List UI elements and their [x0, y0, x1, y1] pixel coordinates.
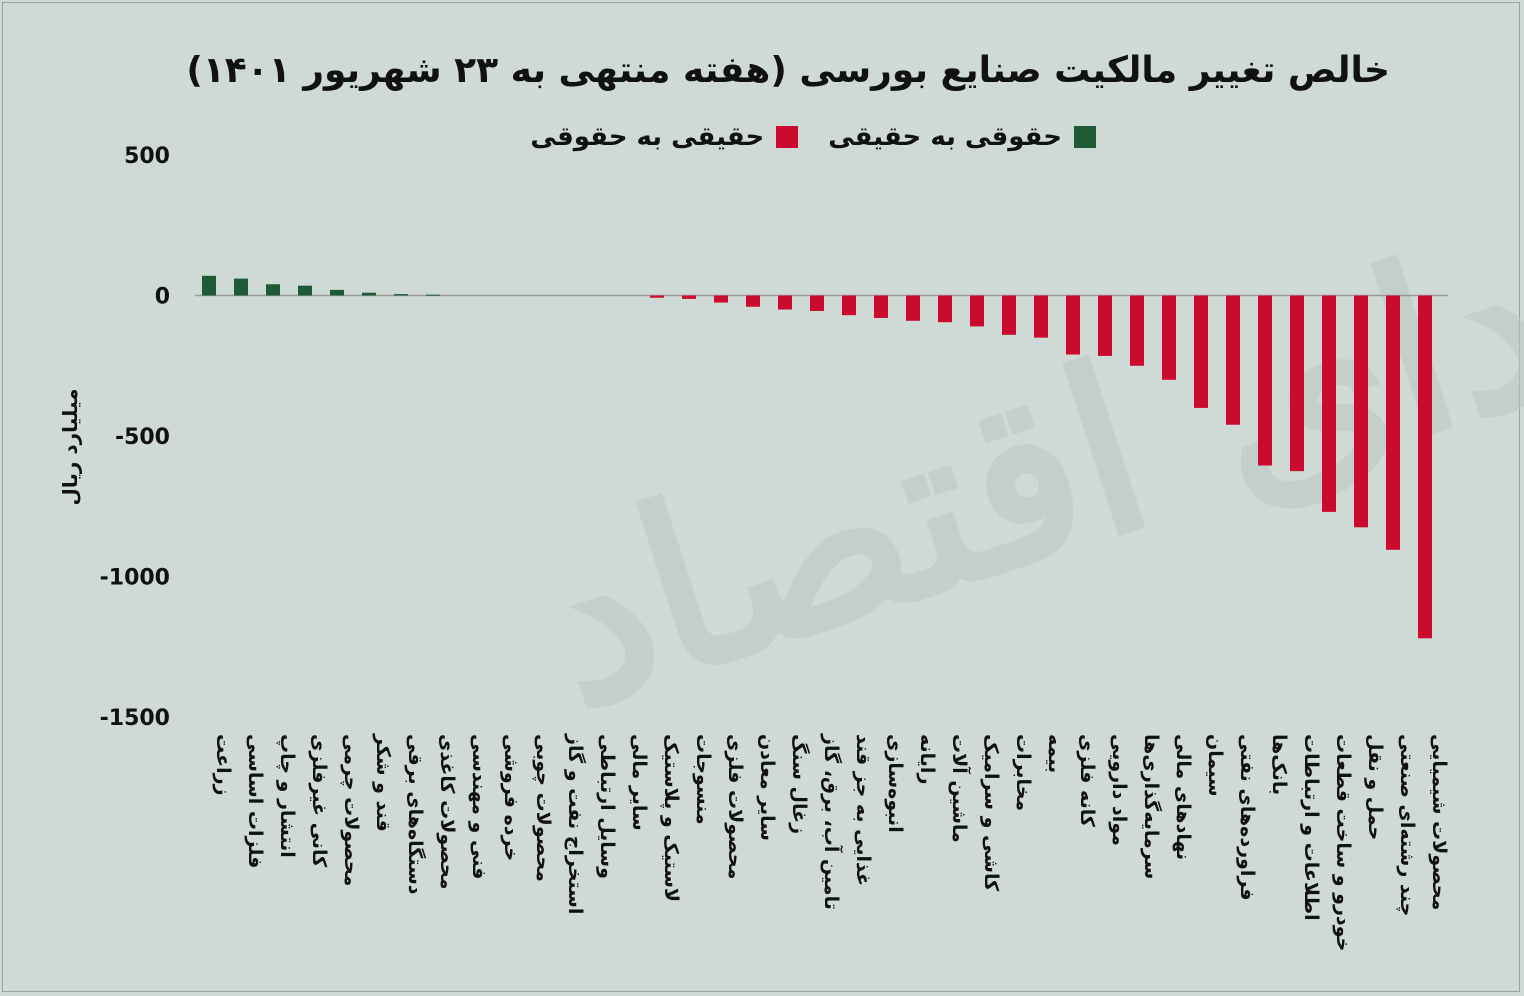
bar: [1194, 295, 1208, 408]
bar: [426, 294, 440, 296]
bar: [1162, 295, 1176, 380]
bar: [298, 285, 312, 296]
legend-item-legal-to-individual: حقوقی به حقیقی: [828, 122, 1096, 152]
bar: [1258, 295, 1272, 466]
x-category-label: انبوه‌سازی: [884, 734, 906, 833]
y-tick-label: 500: [124, 144, 170, 169]
x-category-label: بیمه: [1044, 734, 1066, 773]
x-category-label: محصولات چوبی: [532, 734, 554, 882]
bar: [1354, 295, 1368, 528]
y-tick-label: -1000: [100, 566, 170, 591]
legend-item-individual-to-legal: حقیقی به حقوقی: [530, 122, 799, 152]
x-category-label: زغال سنگ: [788, 734, 811, 834]
x-category-label: کانی غیرفلزی: [308, 734, 330, 868]
bar: [842, 295, 856, 316]
y-tick-label: -1500: [100, 706, 170, 731]
x-category-label: لاستیک و پلاستیک: [660, 734, 682, 902]
bar: [1002, 295, 1016, 335]
x-category-label: بانک‌ها: [1268, 734, 1290, 795]
bar: [906, 295, 920, 321]
bar: [1226, 295, 1240, 425]
x-category-label: استخراج نفت و گاز: [564, 733, 587, 914]
x-category-label: نهادهای مالی: [1172, 734, 1194, 860]
bar: [202, 275, 216, 296]
x-category-label: رایانه: [916, 734, 938, 784]
x-category-label: مواد دارویی: [1108, 734, 1130, 846]
bar: [266, 284, 280, 296]
bar: [970, 295, 984, 327]
y-tick-label: 0: [155, 285, 170, 310]
bar: [938, 295, 952, 323]
bar: [1418, 295, 1432, 639]
x-category-label: وسایل ارتباطی: [596, 734, 618, 879]
x-category-label: انتشار و چاپ: [276, 734, 298, 858]
x-category-label: فراورده‌های نفتی: [1236, 734, 1258, 901]
bar: [874, 295, 888, 318]
x-category-label: سیمان: [1204, 734, 1226, 797]
x-category-label: چند رشته‌ای صنعتی: [1396, 734, 1418, 916]
bar: [778, 295, 792, 310]
x-category-label: حمل و نقل: [1364, 734, 1386, 840]
bar: [234, 278, 248, 296]
y-tick-label: -500: [115, 425, 170, 450]
x-category-label: زراعت: [212, 734, 234, 795]
x-category-label: محصولات فلزی: [724, 734, 746, 879]
x-category-label: قند و شکر: [372, 733, 394, 832]
x-category-label: اطلاعات و ارتباطات: [1300, 734, 1322, 921]
bar: [714, 295, 728, 303]
x-category-label: کاشی و سرامیک: [980, 734, 1002, 892]
bar: [1066, 295, 1080, 355]
x-category-label: سرمایه‌گذاری‌ها: [1140, 734, 1163, 879]
legend-label-legal-to-individual: حقوقی به حقیقی: [828, 122, 1062, 152]
x-category-label: کانه فلزی: [1076, 734, 1098, 828]
bar: [1290, 295, 1304, 472]
x-category-label: محصولات کاغذی: [436, 734, 458, 890]
x-category-label: محصولات چرمی: [340, 734, 362, 886]
x-category-label: منسوجات: [692, 734, 714, 825]
x-category-label: فنی و مهندسی: [468, 734, 490, 879]
x-category-label: خرده فروشی: [500, 734, 522, 861]
bar: [1098, 295, 1112, 356]
x-category-label: دستگاه‌های برقی: [404, 734, 427, 895]
x-category-label: خودرو و ساخت قطعات: [1332, 734, 1354, 951]
bar: [362, 292, 376, 296]
bar: [746, 295, 760, 307]
x-category-label: سایر معادن: [756, 734, 778, 841]
x-category-label: غذایی به جز قند: [852, 734, 874, 886]
bar: [1322, 295, 1336, 512]
x-category-label: محصولات شیمیایی: [1428, 734, 1450, 910]
x-category-label: ماشین آلات: [948, 734, 972, 843]
bar: [650, 295, 664, 298]
bar: [682, 295, 696, 299]
chart-title: خالص تغییر مالکیت صنایع بورسی (هفته منته…: [186, 50, 1390, 91]
x-category-label: فلزات اساسی: [244, 734, 266, 868]
x-category-label: تامین آب، برق، گاز: [820, 733, 844, 910]
bar: [810, 295, 824, 311]
legend-swatch-green: [1074, 126, 1096, 148]
x-category-label: سایر مالی: [628, 734, 650, 831]
bar: [1130, 295, 1144, 366]
legend: حقوقی به حقیقی حقیقی به حقوقی: [500, 120, 1096, 154]
legend-label-individual-to-legal: حقیقی به حقوقی: [530, 122, 765, 152]
bar: [1034, 295, 1048, 338]
x-category-label: مخابرات: [1012, 734, 1034, 811]
bar: [1386, 295, 1400, 550]
legend-swatch-red: [776, 126, 799, 148]
bar: [330, 289, 344, 296]
bar: [394, 294, 408, 296]
